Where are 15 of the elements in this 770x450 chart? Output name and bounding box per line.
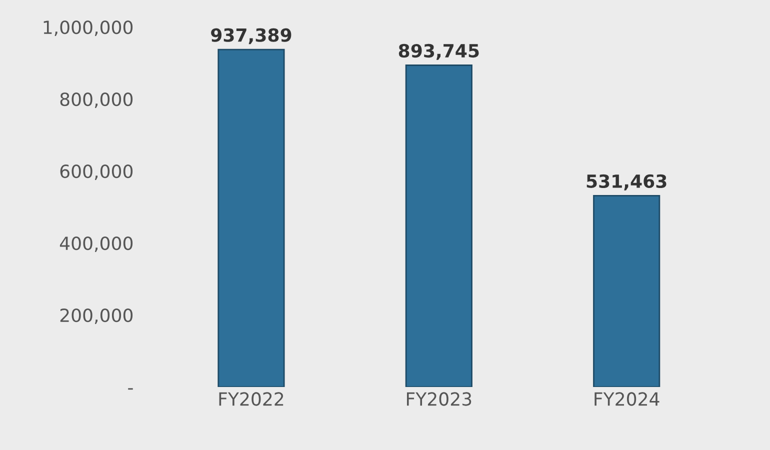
x-tick-label: FY2023 — [406, 392, 472, 406]
bar — [218, 48, 285, 387]
y-tick-label: 400,000 — [60, 236, 133, 252]
y-tick-label: - — [128, 388, 133, 390]
data-label: 893,745 — [398, 44, 479, 60]
data-label: 937,389 — [211, 28, 292, 44]
bar — [593, 194, 660, 387]
y-tick-label: 800,000 — [60, 92, 133, 108]
y-tick-label: 600,000 — [60, 164, 133, 180]
y-tick-label: 1,000,000 — [44, 20, 133, 36]
y-tick-label: 200,000 — [60, 308, 133, 324]
x-tick-label: FY2022 — [219, 392, 284, 406]
x-tick-label: FY2024 — [594, 392, 660, 406]
data-label: 531,463 — [586, 174, 666, 190]
bar — [405, 64, 472, 387]
